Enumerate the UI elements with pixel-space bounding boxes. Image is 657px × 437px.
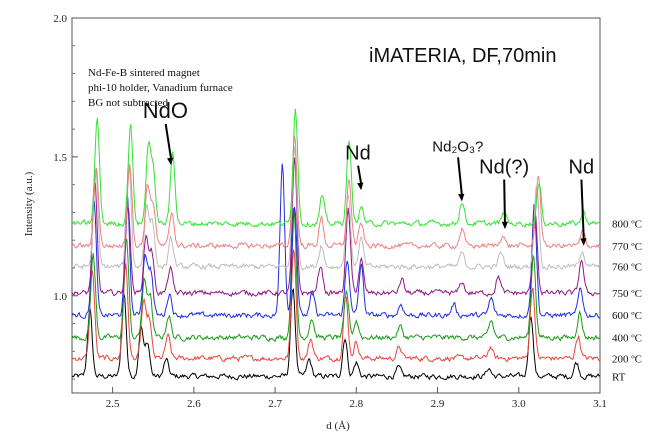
annotations-layer: NdO Nd Nd₂O₃? Nd(?) Nd — [143, 98, 594, 246]
series-label-7: 770 ºC — [612, 241, 642, 253]
series-label-6: 760 ºC — [612, 262, 642, 274]
plot-border — [71, 17, 601, 394]
series-label-8: 800 ºC — [612, 219, 642, 231]
x-tick-label: 2.6 — [187, 398, 201, 410]
series-layer — [71, 108, 601, 381]
series-line-2 — [71, 249, 601, 363]
x-tick-label: 2.7 — [268, 398, 282, 410]
annotation-arrowhead-2 — [357, 182, 364, 191]
note-line-2: phi-10 holder, Vanadium furnace — [88, 82, 233, 94]
ticks-layer: 2.5 2.6 2.7 2.8 2.9 3.0 3.1 1.0 1.5 2.0 — [53, 13, 607, 410]
annotation-label-4: Nd(?) — [479, 157, 529, 179]
y-axis-title: Intensity (a.u.) — [23, 171, 35, 236]
annotation-arrow-5 — [580, 179, 585, 240]
series-label-4: 600 ºC — [612, 310, 642, 322]
series-line-4 — [71, 163, 601, 320]
plot-frame — [71, 17, 601, 394]
annotation-arrowhead-3 — [458, 193, 465, 202]
annotation-label-1: NdO — [143, 98, 188, 123]
series-label-1: RT — [612, 371, 626, 383]
annotation-arrowhead-5 — [580, 238, 587, 246]
y-tick-label: 1.0 — [53, 291, 67, 303]
annotation-label-5: Nd — [569, 157, 595, 179]
chart-title: iMATERIA, DF,70min — [369, 45, 556, 67]
y-tick-label: 1.5 — [53, 152, 67, 164]
annotation-arrow-2 — [357, 165, 363, 185]
series-line-1 — [71, 288, 601, 381]
x-tick-label: 2.5 — [106, 398, 120, 410]
annotation-arrow-1 — [164, 123, 173, 160]
x-tick-label: 3.1 — [593, 398, 607, 410]
series-label-2: 200 ºC — [612, 353, 642, 365]
annotation-arrowhead-4 — [501, 221, 508, 230]
series-line-7 — [71, 135, 601, 250]
annotation-arrowhead-1 — [167, 157, 174, 166]
x-axis-title: d (Å) — [326, 420, 350, 432]
series-line-3 — [71, 208, 601, 342]
temperature-labels: RT 200 ºC 400 ºC 600 ºC 750 ºC 760 ºC 770 ºC 80… — [612, 219, 642, 384]
note-line-1: Nd-Fe-B sintered magnet — [88, 67, 200, 79]
series-label-3: 400 ºC — [612, 332, 642, 344]
x-tick-label: 3.0 — [512, 398, 526, 410]
series-line-8 — [71, 108, 601, 228]
annotation-arrow-3 — [457, 157, 463, 196]
annotation-label-2: Nd — [345, 143, 371, 165]
series-label-5: 750 ºC — [612, 288, 642, 300]
note-line-3: BG not subtracted — [88, 97, 169, 109]
annotation-arrow-4 — [503, 179, 506, 224]
x-tick-label: 2.8 — [349, 398, 363, 410]
series-line-5 — [71, 157, 601, 298]
y-tick-label: 2.0 — [53, 13, 67, 25]
annotation-label-3: Nd₂O₃? — [432, 138, 483, 155]
series-line-6 — [71, 146, 601, 271]
x-tick-label: 2.9 — [431, 398, 445, 410]
